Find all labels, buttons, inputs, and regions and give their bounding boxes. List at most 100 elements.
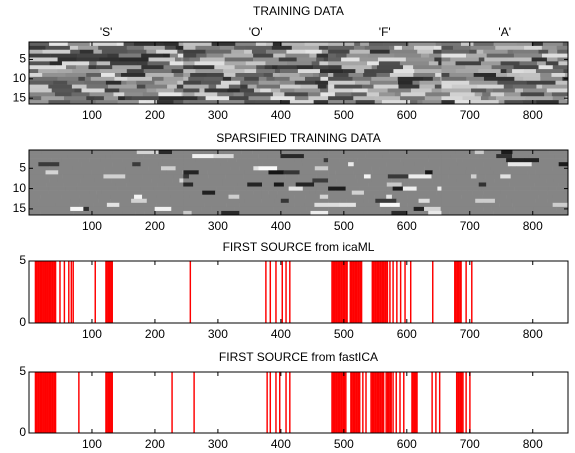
heatmap-cell [520, 92, 545, 97]
heatmap-cell [532, 150, 543, 155]
bar [336, 372, 338, 433]
heatmap-cell [340, 198, 347, 204]
x-tick-label: 300 [208, 108, 228, 122]
heatmap-cell [470, 45, 496, 51]
heatmap-cell [197, 96, 206, 101]
x-tick-label: 600 [397, 437, 417, 451]
heatmap-cell [506, 73, 521, 78]
heatmap-cell [285, 53, 310, 58]
bar [63, 261, 66, 323]
heatmap-cell [389, 45, 395, 51]
heatmap-cell [400, 96, 426, 101]
heatmap-cell [213, 154, 234, 159]
bar [47, 372, 49, 433]
heatmap-cell [120, 166, 127, 171]
heatmap-cell [235, 42, 257, 47]
heatmap-cell [353, 206, 366, 212]
heatmap-cell [243, 174, 264, 179]
heatmap-cell [46, 206, 71, 212]
heatmap-cell [522, 100, 537, 105]
heatmap-cell [286, 166, 305, 171]
heatmap-cell [441, 194, 462, 200]
heatmap-cell [526, 182, 535, 187]
heatmap-cell [169, 202, 184, 208]
heatmap-cell [540, 73, 552, 78]
heatmap-cell [29, 162, 39, 167]
heatmap-cell [506, 194, 524, 200]
heatmap-cell [126, 69, 145, 74]
heatmap-cell [508, 170, 528, 175]
heatmap-cell [135, 206, 155, 212]
heatmap-cell [309, 53, 317, 58]
bar [43, 261, 45, 323]
heatmap-cell [441, 206, 459, 212]
heatmap-cell [254, 100, 282, 105]
heatmap-cell [435, 73, 442, 78]
heatmap-cell [119, 57, 149, 62]
heatmap-cell [131, 198, 148, 204]
heatmap-cell [266, 76, 275, 82]
heatmap-cell [265, 61, 287, 66]
x-tick-label: 800 [523, 108, 543, 122]
heatmap-cell [483, 202, 500, 208]
heatmap-cell [257, 158, 276, 163]
heatmap-cell [422, 100, 442, 105]
heatmap-cell [311, 206, 329, 212]
heatmap-cell [120, 194, 135, 200]
heatmap-cell [460, 182, 480, 187]
panel-title: TRAINING DATA [253, 4, 344, 18]
heatmap-cell [438, 61, 442, 66]
heatmap-cell [478, 57, 485, 62]
heatmap-cell [553, 178, 569, 183]
bar [285, 372, 287, 433]
heatmap-cell [473, 73, 497, 78]
heatmap-cell [250, 202, 273, 208]
heatmap-cell [318, 45, 329, 51]
heatmap-cell [221, 210, 240, 216]
heatmap-cell [316, 57, 324, 62]
heatmap-cell [48, 190, 70, 195]
heatmap-cell [512, 150, 533, 155]
heatmap-cell [328, 198, 341, 204]
bar [346, 261, 348, 323]
heatmap-cell [223, 53, 254, 58]
heatmap-cell [280, 154, 305, 159]
heatmap-cell [273, 206, 286, 212]
heatmap-cell [153, 186, 170, 191]
heatmap-cell [211, 42, 236, 47]
heatmap-cell [399, 61, 430, 66]
heatmap-cell [288, 198, 299, 204]
heatmap-cell [484, 57, 509, 62]
heatmap-cell [495, 45, 525, 51]
heatmap-cell [263, 174, 286, 179]
heatmap-cell [222, 182, 239, 187]
heatmap-cell [542, 84, 568, 89]
heatmap-cell [183, 190, 203, 195]
heatmap-cell [286, 202, 295, 208]
bar [392, 372, 394, 433]
heatmap-cell [206, 73, 225, 78]
heatmap-cell [194, 61, 225, 66]
heatmap-cell [122, 210, 136, 216]
heatmap-cell [58, 166, 73, 171]
heatmap-cell [497, 80, 527, 85]
heatmap-cell [439, 170, 442, 175]
heatmap-cell [490, 166, 512, 171]
bar [395, 372, 397, 433]
heatmap-cell [171, 150, 184, 155]
heatmap-cell [71, 92, 90, 97]
heatmap-cell [148, 182, 158, 187]
heatmap-cell [494, 178, 517, 183]
heatmap-cell [499, 202, 513, 208]
heatmap-cell [400, 206, 414, 212]
heatmap-cell [372, 170, 388, 175]
heatmap-cell [357, 158, 382, 163]
heatmap-cell [391, 178, 405, 183]
heatmap-cell [311, 61, 320, 66]
heatmap-cell [174, 88, 184, 93]
x-tick-label: 300 [208, 437, 228, 451]
heatmap-cell [460, 42, 474, 47]
heatmap-cell [96, 61, 111, 66]
heatmap-cell [389, 150, 402, 155]
bar [171, 372, 173, 433]
